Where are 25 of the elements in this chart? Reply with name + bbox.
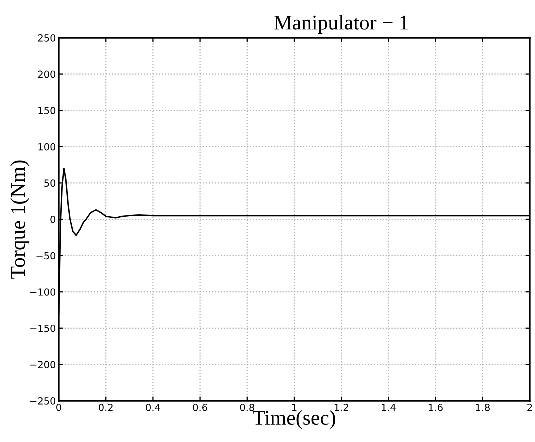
x-tick-label: 0.6: [193, 404, 208, 412]
x-axis-title: Time(sec): [253, 410, 336, 430]
y-tick-label: −250: [30, 397, 56, 405]
x-tick-label: 2: [528, 404, 532, 412]
x-tick-label: 1.2: [334, 404, 348, 412]
x-tick-label: 1.8: [476, 404, 490, 412]
y-axis-title: Torque 1(Nm): [10, 160, 30, 279]
y-tick-label: 250: [38, 34, 56, 42]
chart-title: Manipulator − 1: [274, 15, 408, 34]
y-tick-label: 50: [44, 180, 56, 188]
x-tick-label: 0.2: [99, 404, 113, 412]
x-tick-label: 0.4: [146, 404, 160, 412]
y-tick-label: −200: [30, 361, 56, 369]
x-tick-label: 1.6: [429, 404, 443, 412]
x-tick-label: 1: [292, 404, 297, 412]
y-tick-label: −100: [30, 288, 56, 296]
y-tick-label: 0: [50, 216, 56, 224]
y-tick-label: −50: [36, 252, 56, 260]
x-tick-label: 0: [56, 404, 62, 412]
y-tick-label: 150: [38, 107, 56, 114]
x-tick-label: 1.4: [382, 404, 396, 412]
y-tick-label: 100: [38, 143, 56, 151]
y-tick-label: −150: [30, 324, 56, 332]
y-tick-label: 200: [38, 70, 56, 78]
x-tick-label: 0.8: [240, 404, 254, 412]
